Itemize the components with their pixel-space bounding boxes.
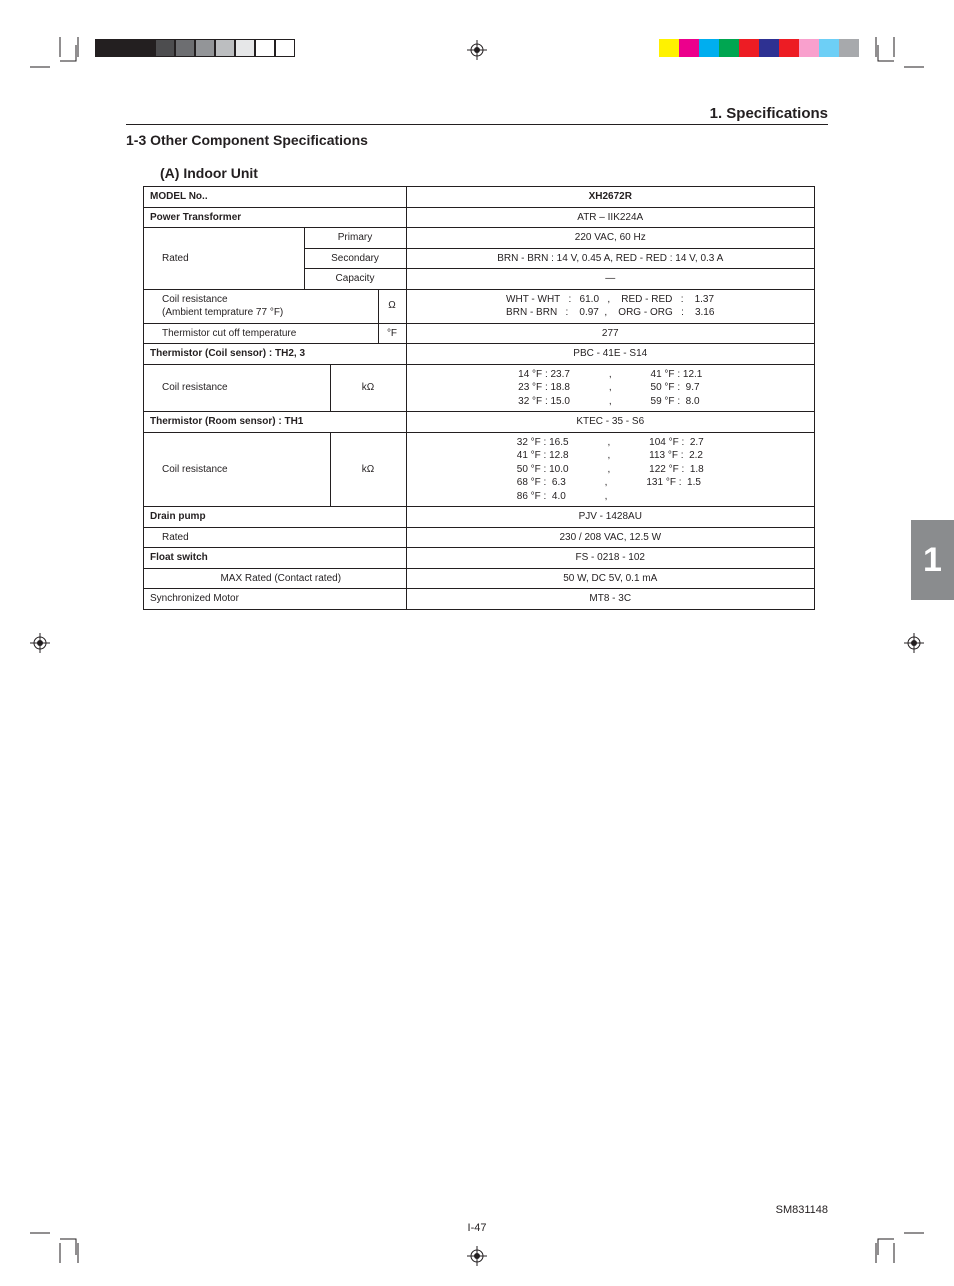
thermistor-cutoff-label: Thermistor cut off temperature: [156, 323, 378, 344]
power-transformer-value: ATR – IIK224A: [406, 207, 815, 228]
registration-mark-icon: [904, 633, 924, 653]
secondary-label: Secondary: [304, 248, 406, 269]
coil-resistance-label: Coil resistance: [156, 364, 330, 412]
table-row: Rated Primary 220 VAC, 60 Hz: [144, 228, 815, 249]
label-text: MODEL No.: [150, 191, 205, 202]
section-heading: 1-3 Other Component Specifications: [126, 132, 368, 148]
power-transformer-label: Power Transformer: [144, 207, 407, 228]
capacity-label: Capacity: [304, 269, 406, 290]
table-row: MAX Rated (Contact rated) 50 W, DC 5V, 0…: [144, 568, 815, 589]
table-row: Thermistor cut off temperature °F 277: [144, 323, 815, 344]
model-value: XH2672R: [406, 187, 815, 208]
table-row: Thermistor (Room sensor) : TH1 KTEC - 35…: [144, 412, 815, 433]
registration-mark-icon: [467, 40, 487, 60]
coil-resistance-label: Coil resistance (Ambient temprature 77 °…: [156, 289, 378, 323]
max-rated-label: MAX Rated (Contact rated): [156, 568, 406, 589]
page-section-title: 1. Specifications: [710, 105, 828, 122]
drain-pump-label: Drain pump: [144, 507, 407, 528]
max-rated-value: 50 W, DC 5V, 0.1 mA: [406, 568, 815, 589]
table-row: Float switch FS - 0218 - 102: [144, 548, 815, 569]
registration-mark-icon: [30, 633, 50, 653]
unit-kohm: kΩ: [330, 432, 406, 507]
float-switch-value: FS - 0218 - 102: [406, 548, 815, 569]
sync-motor-value: MT8 - 3C: [406, 589, 815, 610]
table-row: Thermistor (Coil sensor) : TH2, 3 PBC - …: [144, 344, 815, 365]
value-text: 14 °F : 23.7 , 41 °F : 12.1 23 °F : 18.8…: [518, 368, 702, 409]
unit-degf: °F: [378, 323, 406, 344]
table-row: Coil resistance kΩ 32 °F : 16.5 , 104 °F…: [144, 432, 815, 507]
sync-motor-label: Synchronized Motor: [144, 589, 407, 610]
table-row: Coil resistance kΩ 14 °F : 23.7 , 41 °F …: [144, 364, 815, 412]
thermistor-room-label: Thermistor (Room sensor) : TH1: [144, 412, 407, 433]
table-row: MODEL No.. XH2672R: [144, 187, 815, 208]
page: 1. Specifications 1-3 Other Component Sp…: [0, 0, 954, 1286]
unit-ohm: Ω: [378, 289, 406, 323]
secondary-value: BRN - BRN : 14 V, 0.45 A, RED - RED : 14…: [406, 248, 815, 269]
drain-pump-value: PJV - 1428AU: [406, 507, 815, 528]
crop-mark-icon: [30, 37, 80, 92]
thermistor-coil-res-values: 14 °F : 23.7 , 41 °F : 12.1 23 °F : 18.8…: [406, 364, 815, 412]
subsection-heading: (A) Indoor Unit: [160, 165, 258, 181]
doc-code: SM831148: [776, 1204, 828, 1216]
value-text: WHT - WHT : 61.0 , RED - RED : 1.37 BRN …: [506, 293, 714, 320]
registration-mark-icon: [467, 1246, 487, 1266]
rated-label: Rated: [156, 228, 304, 290]
primary-label: Primary: [304, 228, 406, 249]
coil-resistance-label: Coil resistance: [156, 432, 330, 507]
thermistor-room-res-values: 32 °F : 16.5 , 104 °F : 2.7 41 °F : 12.8…: [406, 432, 815, 507]
primary-value: 220 VAC, 60 Hz: [406, 228, 815, 249]
capacity-value: —: [406, 269, 815, 290]
crop-mark-icon: [874, 37, 924, 92]
value-text: 32 °F : 16.5 , 104 °F : 2.7 41 °F : 12.8…: [517, 436, 704, 504]
color-bar-left: [95, 39, 295, 57]
model-label: MODEL No..: [144, 187, 407, 208]
table-row: Power Transformer ATR – IIK224A: [144, 207, 815, 228]
thermistor-room-value: KTEC - 35 - S6: [406, 412, 815, 433]
spec-table: MODEL No.. XH2672R Power Transformer ATR…: [143, 186, 815, 610]
float-switch-label: Float switch: [144, 548, 407, 569]
label-text: Coil resistance: [162, 294, 228, 305]
table-row: Coil resistance (Ambient temprature 77 °…: [144, 289, 815, 323]
label-text: (Ambient temprature 77 °F): [162, 307, 283, 318]
header-rule: [126, 124, 828, 125]
drain-rated-value: 230 / 208 VAC, 12.5 W: [406, 527, 815, 548]
thermistor-coil-label: Thermistor (Coil sensor) : TH2, 3: [144, 344, 407, 365]
thermistor-coil-value: PBC - 41E - S14: [406, 344, 815, 365]
table-row: Rated 230 / 208 VAC, 12.5 W: [144, 527, 815, 548]
table-row: Drain pump PJV - 1428AU: [144, 507, 815, 528]
table-row: Synchronized Motor MT8 - 3C: [144, 589, 815, 610]
thermistor-cutoff-value: 277: [406, 323, 815, 344]
coil-resistance-value: WHT - WHT : 61.0 , RED - RED : 1.37 BRN …: [406, 289, 815, 323]
unit-kohm: kΩ: [330, 364, 406, 412]
drain-rated-label: Rated: [156, 527, 406, 548]
page-number: I-47: [0, 1222, 954, 1234]
side-tab: 1: [911, 520, 954, 600]
color-bar-right: [659, 39, 859, 57]
